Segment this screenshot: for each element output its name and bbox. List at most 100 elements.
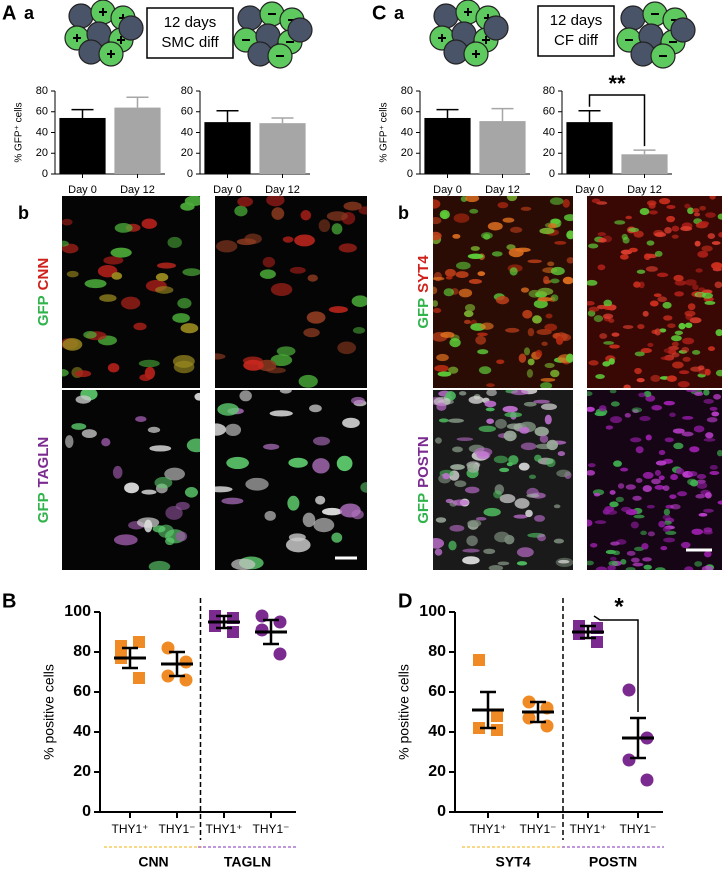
cell-blob — [156, 262, 176, 269]
cell-blob — [464, 486, 480, 494]
image-content — [215, 196, 367, 388]
cell-blob — [608, 358, 615, 365]
cell-blob — [602, 361, 611, 367]
cell-blob — [587, 463, 596, 468]
cell-blob — [113, 534, 138, 546]
cell-blob — [632, 495, 642, 501]
cell-blob — [566, 353, 573, 363]
significance-bracket — [588, 94, 646, 147]
y-tick-label: 60 — [401, 106, 413, 118]
cell-blob — [701, 292, 714, 299]
cell-blob — [553, 504, 561, 509]
cell-blob — [633, 514, 645, 519]
cell-blob — [609, 490, 616, 495]
cell-blob — [663, 537, 676, 543]
cell-blob — [177, 298, 192, 309]
cell-blob — [462, 556, 480, 565]
cell-blob — [337, 341, 357, 355]
error-bar — [530, 700, 546, 724]
cell — [237, 5, 263, 31]
cell-blob — [483, 507, 501, 517]
data-point — [273, 647, 287, 661]
cell-blob — [620, 467, 629, 472]
cell-blob — [609, 390, 617, 394]
y-tick-label: 20 — [73, 763, 91, 780]
cell-blob — [262, 256, 276, 268]
cell-blob — [692, 208, 700, 213]
cell-blob — [485, 407, 495, 412]
data-point — [473, 654, 485, 666]
cell-blob — [695, 268, 703, 273]
cell-blob — [654, 485, 665, 490]
cell-blob — [468, 279, 482, 285]
cell-blob — [514, 498, 530, 509]
cell-blob — [562, 276, 573, 285]
cell-blob — [467, 253, 484, 260]
cell-blob — [438, 418, 449, 423]
cell-blob — [709, 464, 718, 470]
cell-blob — [715, 369, 722, 377]
cell-blob — [452, 233, 461, 239]
cell-blob — [649, 300, 659, 307]
cell-blob — [640, 530, 647, 536]
image-content — [433, 196, 573, 388]
cell-blob — [497, 202, 509, 209]
cell-blob — [608, 560, 619, 567]
cell-blob — [691, 528, 704, 535]
cell-blob — [703, 527, 713, 533]
cell-blob — [682, 356, 691, 362]
stain: POSTN — [415, 436, 432, 488]
cell-blob — [468, 395, 484, 404]
x-tick-label: THY1⁻ — [619, 822, 656, 836]
cell-blob — [595, 566, 608, 570]
cell-blob — [670, 335, 682, 342]
cell-blob — [535, 349, 543, 358]
error-bar — [633, 149, 656, 155]
cell-blob — [541, 341, 548, 346]
cell-blob — [503, 430, 517, 442]
cell-blob — [664, 226, 672, 234]
cell-blob — [610, 416, 623, 424]
diagram-box — [537, 5, 615, 57]
cell-blob — [698, 512, 708, 517]
cell-blob — [527, 259, 542, 264]
cell-blob — [660, 356, 673, 361]
cell-blob — [566, 257, 573, 264]
cell-blob — [717, 500, 722, 505]
y-tick-label: 20 — [543, 147, 555, 159]
cell-blob — [184, 487, 199, 498]
cell-blob — [658, 450, 666, 456]
cell-blob — [716, 449, 722, 457]
diagram-text: 12 days — [164, 14, 217, 31]
y-tick-label: 0 — [437, 803, 446, 820]
cell-blob — [309, 404, 322, 413]
image-label: GFP CNN — [35, 258, 52, 326]
cell-blob — [641, 543, 649, 550]
cell-blob — [612, 550, 621, 556]
group-label: POSTN — [589, 854, 637, 870]
cell-blob — [528, 474, 537, 480]
diagram-box — [146, 7, 234, 59]
cell-blob — [707, 233, 716, 240]
cell-blob — [646, 240, 655, 246]
cell-blob — [648, 202, 656, 209]
y-tick-label: 40 — [181, 126, 193, 138]
cell-blob — [681, 431, 694, 437]
cell-blob — [647, 342, 654, 348]
cell-blob — [508, 247, 524, 258]
x-tick-label: Day 0 — [213, 184, 242, 196]
cell-blob — [694, 240, 701, 247]
cell-blob — [504, 534, 515, 545]
panel-label: a — [394, 3, 405, 23]
cell-blob — [588, 360, 599, 366]
cell-blob — [657, 296, 668, 303]
cell-blob — [520, 206, 532, 211]
cell-blob — [506, 196, 518, 202]
cell-blob — [663, 520, 672, 525]
cell-blob — [550, 266, 565, 276]
cell-blob — [433, 300, 439, 307]
error-bar — [630, 716, 646, 760]
cell-blob — [289, 266, 306, 274]
cell-blob — [434, 548, 443, 556]
cell-blob — [475, 335, 487, 345]
